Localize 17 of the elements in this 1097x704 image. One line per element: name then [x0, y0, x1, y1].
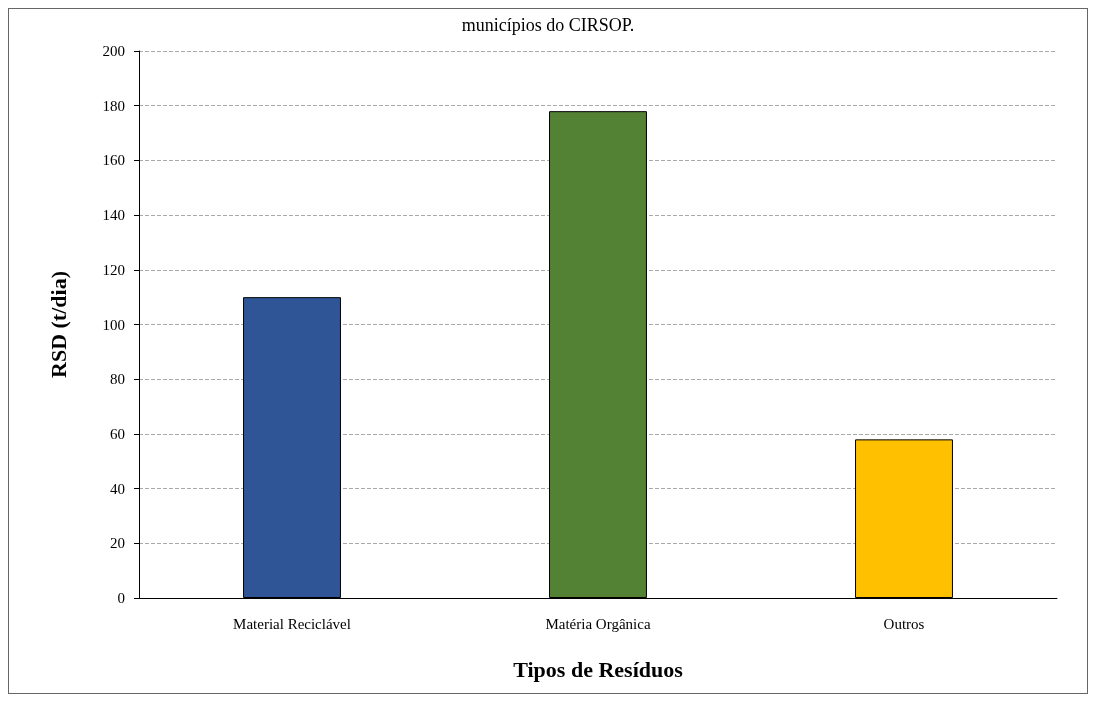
y-tick-label: 160: [102, 152, 125, 169]
y-tick-label: 100: [102, 316, 125, 333]
x-axis-title: Tipos de Resíduos: [513, 656, 684, 682]
y-tick-label: 80: [110, 371, 125, 388]
x-tick-label: Matéria Orgânica: [545, 615, 651, 632]
y-tick-label: 180: [102, 97, 125, 114]
y-tick-label: 140: [102, 207, 125, 224]
x-tick-label: Outros: [883, 615, 925, 632]
y-axis-title: RSD (t/dia): [45, 271, 71, 378]
y-tick-label: 200: [102, 43, 125, 59]
y-tick-label: 60: [110, 425, 125, 442]
y-tick-label: 20: [110, 535, 125, 552]
y-tick-label: 40: [110, 480, 125, 497]
chart-title: municípios do CIRSOP.: [461, 15, 635, 35]
y-tick-label: 0: [117, 590, 125, 606]
y-tick-label: 120: [102, 261, 125, 278]
x-tick-label: Material Reciclável: [233, 615, 351, 632]
